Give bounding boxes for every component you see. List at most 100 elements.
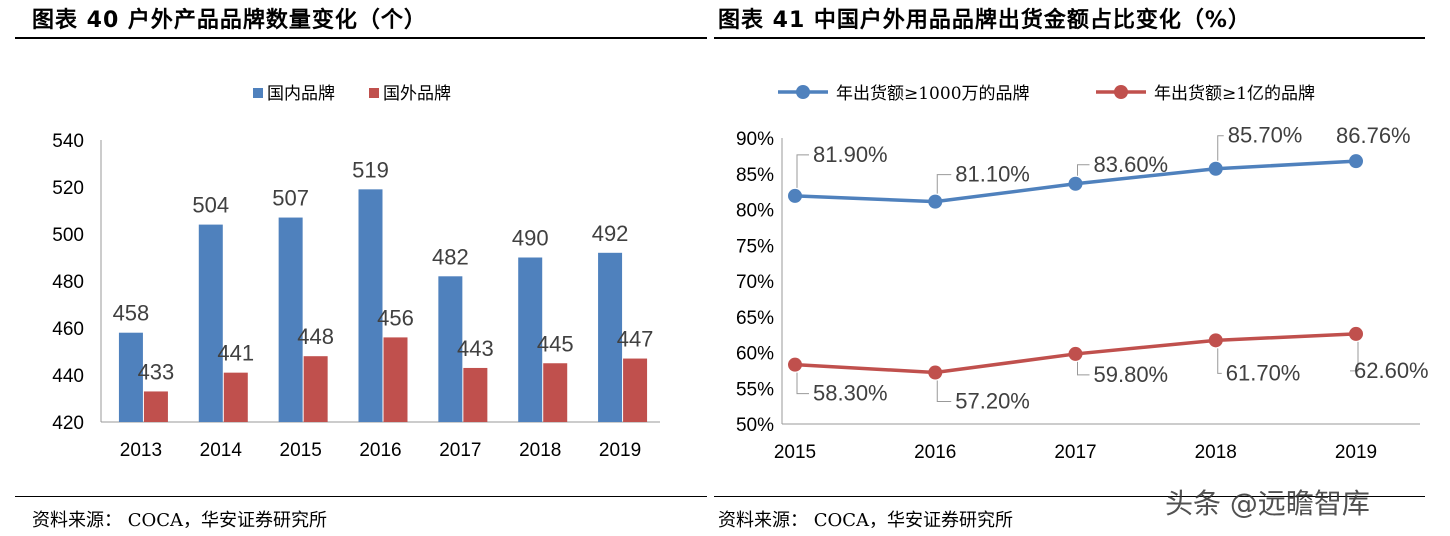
left-title-rule: [15, 37, 707, 39]
bar-y-tick-label: 440: [52, 366, 84, 387]
data-label-leader: [796, 372, 809, 395]
line-data-label: 59.80%: [1094, 362, 1169, 387]
line-data-label: 58.30%: [813, 381, 888, 406]
data-label-leader: [936, 380, 952, 403]
legend-swatch: [369, 88, 379, 98]
legend-label: 国内品牌: [267, 84, 335, 104]
data-label-leader: [1077, 361, 1090, 376]
data-label-leader: [936, 174, 952, 194]
bar-x-tick-label: 2014: [200, 440, 243, 461]
bar-domestic: [118, 332, 143, 422]
bar-x-tick-label: 2019: [599, 440, 641, 461]
bar-data-label: 433: [138, 359, 175, 384]
bar-foreign: [303, 356, 328, 422]
bar-foreign: [143, 391, 168, 422]
data-label-leader: [1217, 348, 1222, 374]
bar-domestic: [598, 252, 623, 422]
line-data-label: 83.60%: [1094, 152, 1169, 177]
left-source: 资料来源： COCA，华安证券研究所: [32, 510, 328, 531]
bar-data-label: 507: [272, 186, 309, 211]
line-marker: [928, 365, 943, 380]
line-data-label: 85.70%: [1228, 123, 1303, 148]
data-label-leader: [1350, 341, 1359, 372]
line-marker: [1068, 346, 1083, 361]
right-source-rule: [714, 496, 1425, 497]
line-y-tick-label: 65%: [736, 308, 774, 329]
line-data-label: 61.70%: [1226, 360, 1301, 385]
bar-x-tick-label: 2017: [439, 440, 481, 461]
line-x-tick-label: 2017: [1054, 442, 1096, 463]
watermark: 头条 @远瞻智库: [1165, 487, 1370, 520]
bar-data-label: 447: [617, 327, 654, 352]
bar-foreign: [463, 367, 488, 422]
bar-domestic: [358, 189, 383, 422]
left-source-rule: [15, 496, 707, 497]
line-y-tick-label: 50%: [736, 415, 774, 436]
line-marker: [1349, 154, 1363, 169]
line-y-tick-label: 85%: [736, 165, 774, 186]
line-marker: [1068, 176, 1083, 191]
bar-x-tick-label: 2016: [359, 440, 401, 461]
bar-y-tick-label: 460: [52, 319, 84, 340]
bar-data-label: 456: [377, 305, 414, 330]
bar-data-label: 490: [512, 226, 549, 251]
bar-data-label: 504: [192, 193, 229, 218]
line-y-tick-label: 75%: [736, 236, 774, 257]
bar-domestic: [518, 257, 543, 422]
bar-x-tick-label: 2018: [519, 440, 561, 461]
bar-data-label: 482: [432, 244, 469, 269]
data-label-leader: [1217, 135, 1224, 161]
line-data-label: 62.60%: [1354, 358, 1429, 383]
line-x-tick-label: 2015: [774, 442, 816, 463]
line-y-tick-label: 90%: [736, 129, 774, 150]
line-marker: [788, 357, 802, 372]
legend-label: 国外品牌: [383, 84, 451, 104]
bar-data-label: 519: [352, 157, 389, 182]
bar-domestic: [438, 276, 463, 422]
legend-label: 年出货额≥1亿的品牌: [1154, 84, 1315, 104]
bar-data-label: 445: [537, 331, 574, 356]
bar-foreign: [543, 363, 568, 422]
bar-y-tick-label: 520: [52, 178, 84, 199]
bar-data-label: 448: [297, 324, 334, 349]
line-x-tick-label: 2016: [914, 442, 956, 463]
bar-data-label: 441: [217, 341, 254, 366]
line-y-tick-label: 70%: [736, 272, 774, 293]
line-y-tick-label: 55%: [736, 379, 774, 400]
legend-swatch: [253, 88, 263, 98]
bar-data-label: 443: [457, 336, 494, 361]
legend-marker: [796, 85, 810, 99]
line-marker: [1208, 161, 1223, 176]
line-x-tick-label: 2018: [1195, 442, 1237, 463]
line-marker: [1349, 326, 1363, 341]
line-marker: [928, 194, 943, 209]
right-chart-title: 图表 41 中国户外用品品牌出货金额占比变化（%）: [718, 8, 1251, 33]
right-title-rule: [714, 37, 1425, 39]
line-data-label: 57.20%: [955, 389, 1030, 414]
line-x-tick-label: 2019: [1335, 442, 1377, 463]
bar-foreign: [383, 337, 408, 422]
bar-x-tick-label: 2015: [280, 440, 322, 461]
bar-domestic: [198, 224, 223, 422]
legend-label: 年出货额≥1000万的品牌: [836, 84, 1030, 104]
bar-y-tick-label: 480: [52, 272, 84, 293]
right-source: 资料来源： COCA，华安证券研究所: [718, 510, 1014, 531]
legend-marker: [1114, 85, 1128, 99]
bar-y-tick-label: 420: [52, 413, 84, 434]
bar-y-tick-label: 500: [52, 225, 84, 246]
left-chart-title: 图表 40 户外产品品牌数量变化（个）: [32, 8, 427, 33]
bar-data-label: 458: [113, 301, 150, 326]
line-y-tick-label: 60%: [736, 344, 774, 365]
bar-data-label: 492: [592, 221, 629, 246]
line-marker: [788, 188, 802, 203]
bar-x-tick-label: 2013: [120, 440, 162, 461]
line-y-tick-label: 80%: [736, 201, 774, 222]
bar-y-tick-label: 540: [52, 131, 84, 152]
line-data-label: 81.90%: [813, 142, 888, 167]
bar-foreign: [223, 372, 248, 422]
line-data-label: 86.76%: [1336, 123, 1411, 148]
bar-foreign: [623, 358, 648, 422]
data-label-leader: [796, 154, 809, 188]
data-label-leader: [1077, 164, 1090, 176]
